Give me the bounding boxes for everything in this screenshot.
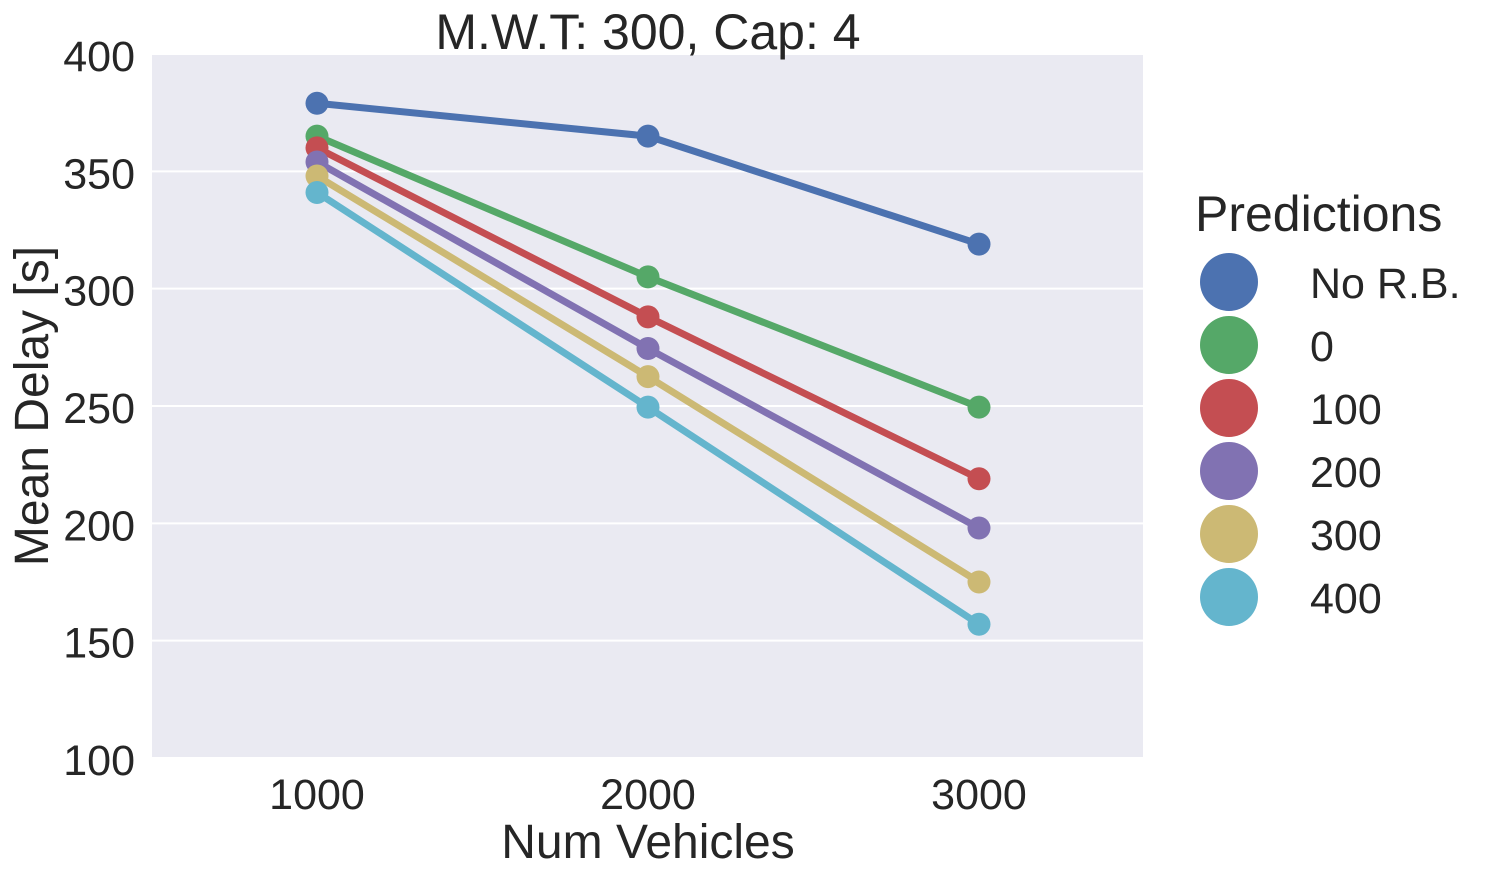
data-point: [636, 124, 660, 148]
x-tick-label: 1000: [269, 771, 365, 819]
legend-marker: [1200, 442, 1258, 500]
chart-title: M.W.T: 300, Cap: 4: [435, 4, 860, 60]
y-tick-label: 250: [63, 385, 135, 433]
legend-marker: [1200, 253, 1258, 311]
gridlines: [152, 53, 1143, 759]
legend-label: 400: [1310, 575, 1382, 623]
y-tick-label: 150: [63, 620, 135, 668]
y-axis-label: Mean Delay [s]: [6, 246, 59, 566]
data-point: [636, 337, 660, 361]
y-tick-label: 100: [63, 737, 135, 785]
legend-marker: [1200, 379, 1258, 437]
legend-marker: [1200, 316, 1258, 374]
legend-label: No R.B.: [1310, 260, 1461, 308]
y-tick-label: 400: [63, 33, 135, 81]
data-point: [305, 164, 329, 188]
legend-marker: [1200, 568, 1258, 626]
legend-title: Predictions: [1195, 186, 1442, 242]
x-tick-label: 2000: [600, 771, 696, 819]
data-point: [967, 395, 991, 419]
x-tick-labels: 1000 2000 3000: [269, 771, 1027, 819]
data-point: [967, 467, 991, 491]
legend-items: No R.B. 0 100 200 300 400: [1200, 253, 1461, 626]
legend-label: 300: [1310, 512, 1382, 560]
legend: Predictions No R.B. 0 100 200 300 400: [1195, 186, 1461, 626]
y-tick-label: 200: [63, 502, 135, 550]
data-point: [636, 305, 660, 329]
x-tick-label: 3000: [931, 771, 1027, 819]
series-points: [305, 91, 991, 636]
data-point: [305, 180, 329, 204]
y-tick-label: 350: [63, 150, 135, 198]
data-point: [636, 365, 660, 389]
legend-label: 100: [1310, 386, 1382, 434]
data-point: [636, 395, 660, 419]
data-point: [305, 91, 329, 115]
data-point: [967, 612, 991, 636]
legend-label: 200: [1310, 449, 1382, 497]
data-point: [636, 265, 660, 289]
legend-marker: [1200, 505, 1258, 563]
y-tick-labels: 100 150 200 250 300 350 400: [63, 33, 135, 785]
y-tick-label: 300: [63, 268, 135, 316]
data-point: [967, 570, 991, 594]
data-point: [967, 232, 991, 256]
data-point: [967, 516, 991, 540]
x-axis-label: Num Vehicles: [501, 816, 794, 869]
legend-label: 0: [1310, 323, 1334, 371]
